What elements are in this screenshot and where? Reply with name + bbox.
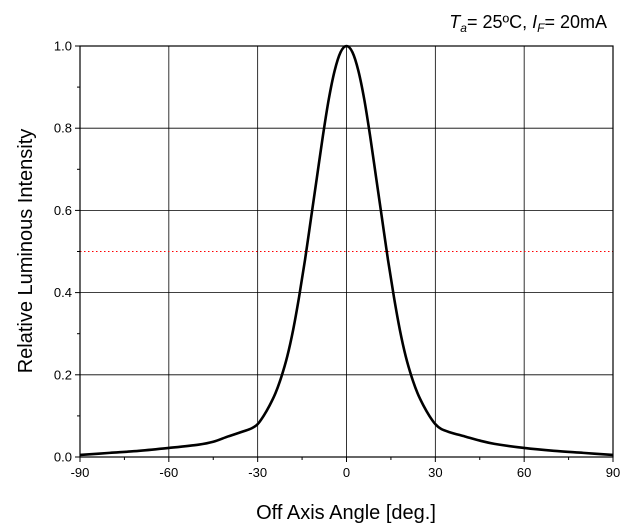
x-tick-label: -30 (248, 465, 267, 480)
x-tick-label: -90 (71, 465, 90, 480)
x-tick-label: 90 (606, 465, 620, 480)
x-tick-label: -60 (159, 465, 178, 480)
y-tick-label: 0.4 (54, 285, 72, 300)
y-axis-label: Relative Luminous Intensity (15, 129, 37, 374)
ta-subscript: a (460, 21, 467, 35)
if-value: = 20mA (544, 12, 607, 32)
y-tick-label: 0.2 (54, 367, 72, 382)
y-tick-label: 0.0 (54, 450, 72, 465)
x-axis-label: Off Axis Angle [deg.] (256, 502, 436, 524)
x-tick-label: 30 (428, 465, 442, 480)
ta-value: = 25ºC, (467, 12, 527, 32)
measurement-conditions: Ta= 25ºC, IF= 20mA (449, 12, 607, 35)
x-tick-label: 60 (517, 465, 531, 480)
axis-ticks (75, 45, 614, 462)
y-tick-label: 0.6 (54, 203, 72, 218)
if-symbol: I (532, 12, 537, 32)
grid-lines (80, 46, 613, 457)
x-tick-label: 0 (343, 465, 350, 480)
y-tick-label: 0.8 (54, 121, 72, 136)
if-subscript: F (537, 21, 545, 35)
y-tick-label: 1.0 (54, 39, 72, 54)
ta-symbol: T (449, 12, 462, 32)
